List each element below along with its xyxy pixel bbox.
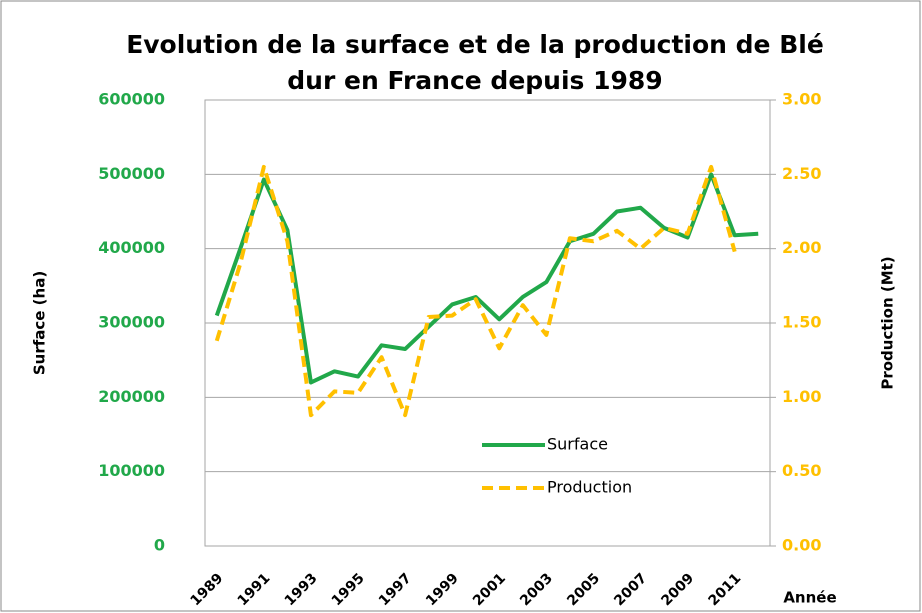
y2-tick-label: 1.00 — [782, 387, 821, 406]
y2-tick-label: 1.50 — [782, 313, 821, 332]
y2-tick-label: 3.00 — [782, 90, 821, 109]
y-tick-label: 400000 — [98, 238, 165, 257]
plot-border — [204, 99, 771, 547]
series-line — [214, 164, 737, 418]
y2-axis-label: Production (Mt) — [879, 256, 897, 389]
y2-tick-label: 0.50 — [782, 461, 821, 480]
chart-title: dur en France depuis 1989 — [287, 66, 662, 95]
y2-tick-label: 2.50 — [782, 164, 821, 183]
legend-label: Production — [547, 478, 632, 497]
legend-label: Surface — [547, 435, 608, 454]
y-tick-label: 600000 — [98, 90, 165, 109]
series-line — [214, 172, 759, 385]
y2-tick-label: 0.00 — [782, 536, 821, 555]
y2-tick-label: 2.00 — [782, 238, 821, 257]
chart-title: Evolution de la surface et de la product… — [126, 30, 824, 59]
y-tick-label: 500000 — [98, 164, 165, 183]
y-tick-label: 100000 — [98, 461, 165, 480]
y-tick-label: 200000 — [98, 387, 165, 406]
x-axis-label: Année — [783, 589, 836, 607]
y-tick-label: 300000 — [98, 313, 165, 332]
y-axis-label: Surface (ha) — [31, 271, 49, 375]
y-tick-label: 0 — [154, 536, 165, 555]
